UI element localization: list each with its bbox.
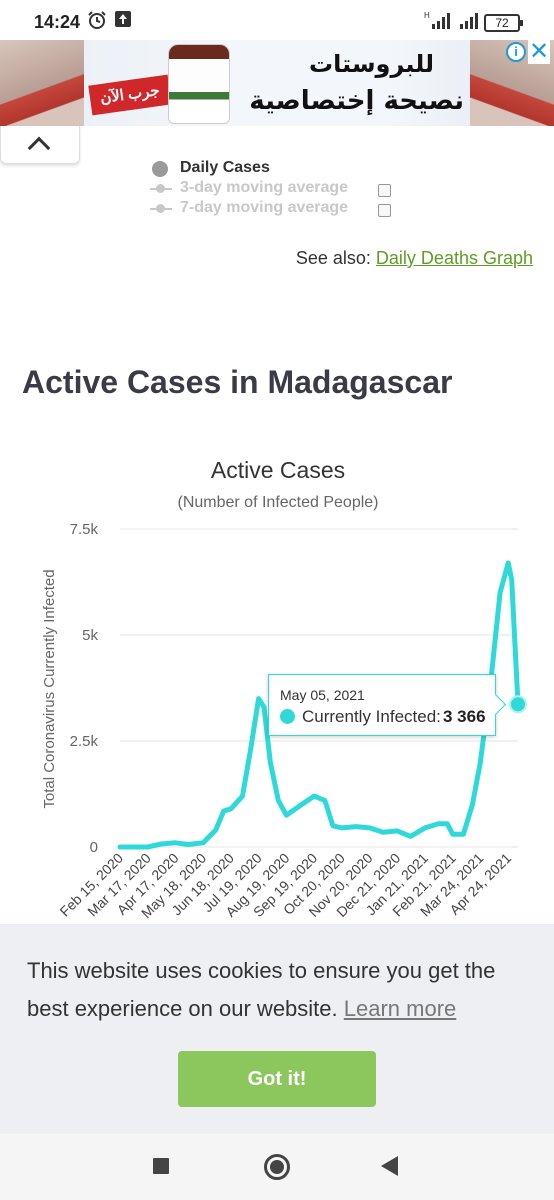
section-title: Active Cases in Madagascar	[22, 364, 453, 400]
upload-notification-icon	[115, 11, 131, 27]
see-also-label: See also:	[295, 248, 371, 268]
alarm-icon	[88, 11, 106, 29]
y-tick-label: 2.5k	[70, 733, 99, 750]
collapse-ad-button[interactable]	[0, 126, 80, 164]
chevron-up-icon	[27, 136, 51, 160]
currently-infected-series-line[interactable]	[117, 560, 521, 850]
battery-icon: 72	[484, 14, 523, 32]
tooltip-value: 3 366	[443, 707, 486, 726]
legend-label: 7-day moving average	[180, 199, 349, 216]
cookie-banner: This website uses cookies to ensure you …	[0, 924, 554, 1134]
legend-dot-icon	[152, 161, 168, 177]
avg7-checkbox[interactable]	[378, 204, 391, 217]
chart-title: Active Cases	[211, 457, 345, 483]
hover-point-marker[interactable]	[509, 695, 527, 714]
got-it-button[interactable]: Got it!	[178, 1051, 376, 1107]
active-cases-chart[interactable]: Active Cases (Number of Infected People)…	[0, 440, 554, 924]
ad-headline: للبروستات	[309, 50, 434, 78]
legend-label: 3-day moving average	[180, 179, 349, 196]
ad-info-icon[interactable]: i	[506, 42, 526, 62]
status-time: 14:24	[34, 12, 81, 32]
chart-y-axis-label: Total Coronavirus Currently Infected	[41, 569, 58, 808]
y-tick-label: 0	[90, 839, 98, 856]
ad-ribbon[interactable]: جرب الآن	[88, 74, 172, 116]
navigation-bar	[0, 1134, 554, 1200]
chart-tooltip: May 05, 2021 Currently Infected: 3 366	[268, 674, 496, 736]
tooltip-date: May 05, 2021	[280, 687, 365, 703]
ad-banner[interactable]: جرب الآن للبروستات نصيحة إختصاصية i ✕	[0, 40, 554, 126]
y-tick-label: 5k	[82, 627, 98, 644]
home-icon[interactable]	[264, 1154, 290, 1180]
ad-image-left	[0, 40, 84, 126]
learn-more-link[interactable]: Learn more	[343, 996, 457, 1021]
status-bar: 14:24 H 72	[0, 0, 554, 40]
signal-icon	[460, 13, 478, 29]
chart-subtitle: (Number of Infected People)	[178, 494, 379, 511]
ad-close-icon[interactable]: ✕	[528, 40, 550, 65]
legend-line-icon	[150, 184, 172, 193]
y-tick-label: 7.5k	[70, 521, 99, 538]
ad-product-image	[168, 44, 230, 124]
recents-icon[interactable]	[153, 1158, 169, 1174]
avg3-checkbox[interactable]	[378, 184, 391, 197]
signal-h-icon: H	[424, 11, 450, 29]
see-also: See also: Daily Deaths Graph	[296, 248, 533, 269]
ad-subheadline: نصيحة إختصاصية	[249, 86, 464, 116]
legend-label: Daily Cases	[180, 159, 270, 176]
daily-deaths-link[interactable]: Daily Deaths Graph	[375, 248, 533, 268]
legend-line-icon	[150, 204, 172, 213]
back-icon[interactable]	[381, 1156, 398, 1176]
tooltip-label: Currently Infected:	[302, 707, 441, 726]
cookie-message-text: This website uses cookies to ensure you …	[27, 958, 496, 1021]
tooltip-series-dot	[280, 709, 295, 724]
svg-text:H: H	[424, 11, 430, 20]
cookie-message: This website uses cookies to ensure you …	[27, 952, 527, 1028]
